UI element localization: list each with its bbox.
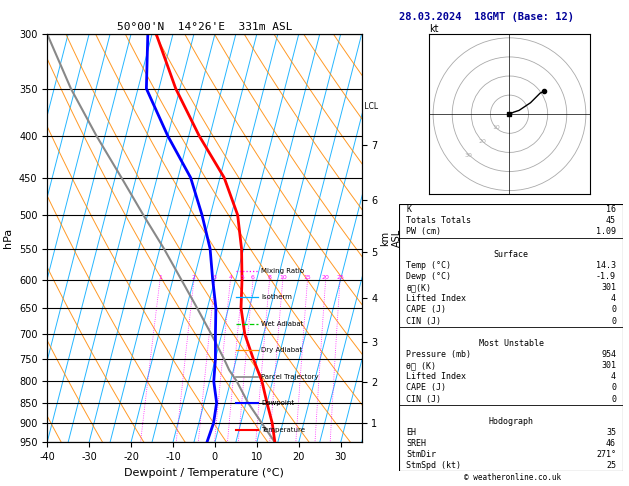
Text: 0: 0 (611, 395, 616, 403)
Text: Lifted Index: Lifted Index (406, 295, 466, 303)
Text: CIN (J): CIN (J) (406, 316, 441, 326)
Text: 954: 954 (601, 350, 616, 359)
Text: © weatheronline.co.uk: © weatheronline.co.uk (464, 473, 561, 482)
Text: LCL: LCL (362, 102, 378, 111)
Text: StmDir: StmDir (406, 450, 436, 459)
Text: 5: 5 (241, 275, 245, 279)
Text: 271°: 271° (596, 450, 616, 459)
Text: θᴇ (K): θᴇ (K) (406, 361, 436, 370)
Text: 25: 25 (336, 275, 344, 279)
Text: 4: 4 (611, 295, 616, 303)
Text: Lifted Index: Lifted Index (406, 372, 466, 381)
Text: kt: kt (430, 24, 439, 34)
Text: Pressure (mb): Pressure (mb) (406, 350, 471, 359)
Text: CAPE (J): CAPE (J) (406, 305, 446, 314)
Text: -1.9: -1.9 (596, 272, 616, 281)
Text: 10: 10 (279, 275, 287, 279)
Text: 10: 10 (492, 125, 499, 130)
Text: 30: 30 (464, 153, 472, 158)
Text: 0: 0 (611, 305, 616, 314)
Text: 301: 301 (601, 283, 616, 292)
Text: θᴇ(K): θᴇ(K) (406, 283, 431, 292)
Text: 1.09: 1.09 (596, 227, 616, 237)
Text: 4: 4 (611, 372, 616, 381)
Text: Mixing Ratio: Mixing Ratio (261, 268, 304, 274)
Text: Isotherm: Isotherm (261, 295, 292, 300)
Text: StmSpd (kt): StmSpd (kt) (406, 461, 461, 470)
Text: K: K (406, 205, 411, 214)
Text: 15: 15 (304, 275, 311, 279)
Text: Wet Adiabat: Wet Adiabat (261, 321, 303, 327)
Text: CIN (J): CIN (J) (406, 395, 441, 403)
Text: Dewp (°C): Dewp (°C) (406, 272, 451, 281)
Y-axis label: km
ASL: km ASL (381, 229, 402, 247)
Text: SREH: SREH (406, 439, 426, 448)
Text: 0: 0 (611, 316, 616, 326)
Text: Surface: Surface (494, 250, 528, 259)
Y-axis label: hPa: hPa (3, 228, 13, 248)
Text: 16: 16 (606, 205, 616, 214)
Text: 14.3: 14.3 (596, 261, 616, 270)
Text: Totals Totals: Totals Totals (406, 216, 471, 226)
Text: 28.03.2024  18GMT (Base: 12): 28.03.2024 18GMT (Base: 12) (399, 12, 574, 22)
Text: PW (cm): PW (cm) (406, 227, 441, 237)
Text: Dewpoint: Dewpoint (261, 400, 294, 406)
Text: Dry Adiabat: Dry Adiabat (261, 347, 302, 353)
Text: 301: 301 (601, 361, 616, 370)
Text: 1: 1 (158, 275, 162, 279)
Text: 8: 8 (268, 275, 272, 279)
Text: Most Unstable: Most Unstable (479, 339, 543, 348)
Text: 3: 3 (213, 275, 217, 279)
Text: EH: EH (406, 428, 416, 437)
Text: CAPE (J): CAPE (J) (406, 383, 446, 392)
Text: 2: 2 (192, 275, 196, 279)
Text: 4: 4 (228, 275, 233, 279)
Text: 20: 20 (478, 139, 486, 144)
Text: 6: 6 (251, 275, 255, 279)
Text: 46: 46 (606, 439, 616, 448)
Text: Temperature: Temperature (261, 427, 305, 433)
Text: Hodograph: Hodograph (489, 417, 533, 426)
Title: 50°00'N  14°26'E  331m ASL: 50°00'N 14°26'E 331m ASL (116, 22, 292, 32)
Text: 20: 20 (321, 275, 330, 279)
Text: 45: 45 (606, 216, 616, 226)
Text: Temp (°C): Temp (°C) (406, 261, 451, 270)
Text: 0: 0 (611, 383, 616, 392)
X-axis label: Dewpoint / Temperature (°C): Dewpoint / Temperature (°C) (125, 468, 284, 478)
Text: 25: 25 (606, 461, 616, 470)
Text: Parcel Trajectory: Parcel Trajectory (261, 374, 319, 380)
Text: 35: 35 (606, 428, 616, 437)
